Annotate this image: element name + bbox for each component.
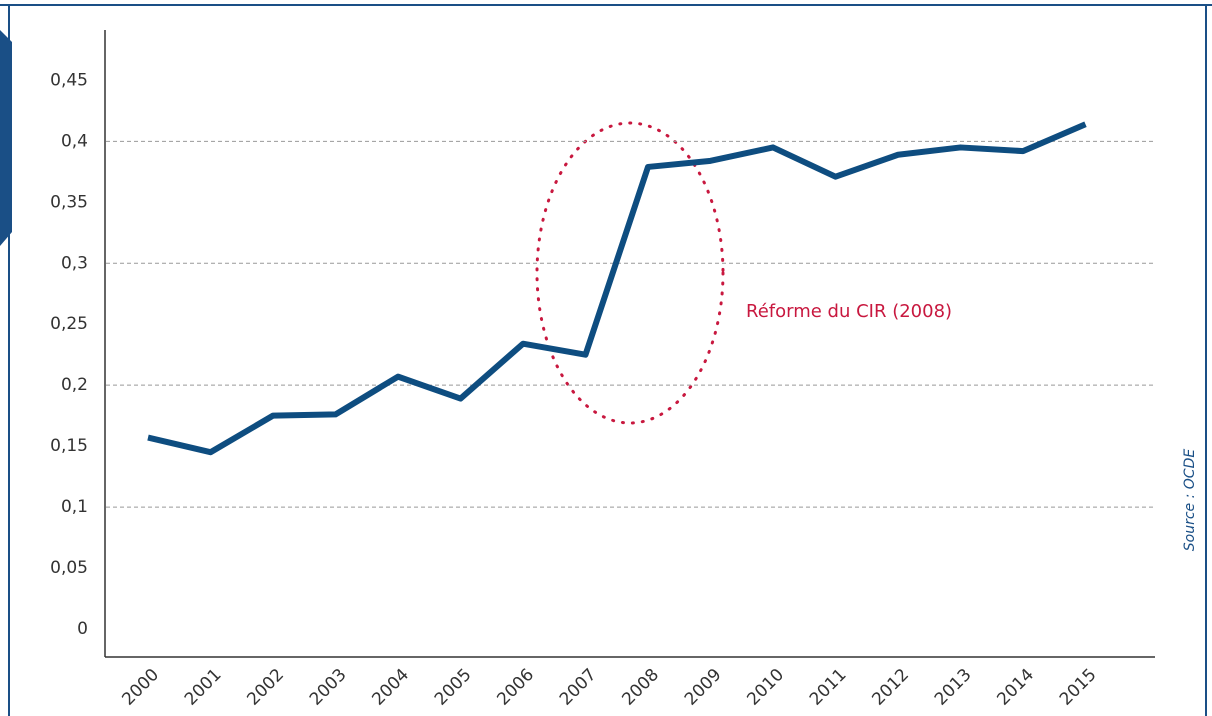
y-tick-label: 0,3 xyxy=(61,253,88,273)
y-tick-label: 0,05 xyxy=(50,558,88,578)
side-tab xyxy=(0,30,12,246)
y-tick-label: 0,25 xyxy=(50,314,88,334)
source: Source : OCDE xyxy=(1182,449,1198,552)
y-tick-label: 0,2 xyxy=(61,375,88,395)
highlight-ellipse xyxy=(535,121,725,425)
line-series xyxy=(147,121,1087,456)
y-tick-label: 0,15 xyxy=(50,436,88,456)
y-tick-label: 0,35 xyxy=(50,192,88,212)
y-tick-label: 0,45 xyxy=(50,70,88,90)
annotation: Réforme du CIR (2008) xyxy=(746,301,952,322)
y-tick-label: 0 xyxy=(77,619,88,639)
y-tick-label: 0,4 xyxy=(61,131,88,151)
y-tick-label: 0,1 xyxy=(61,497,88,517)
